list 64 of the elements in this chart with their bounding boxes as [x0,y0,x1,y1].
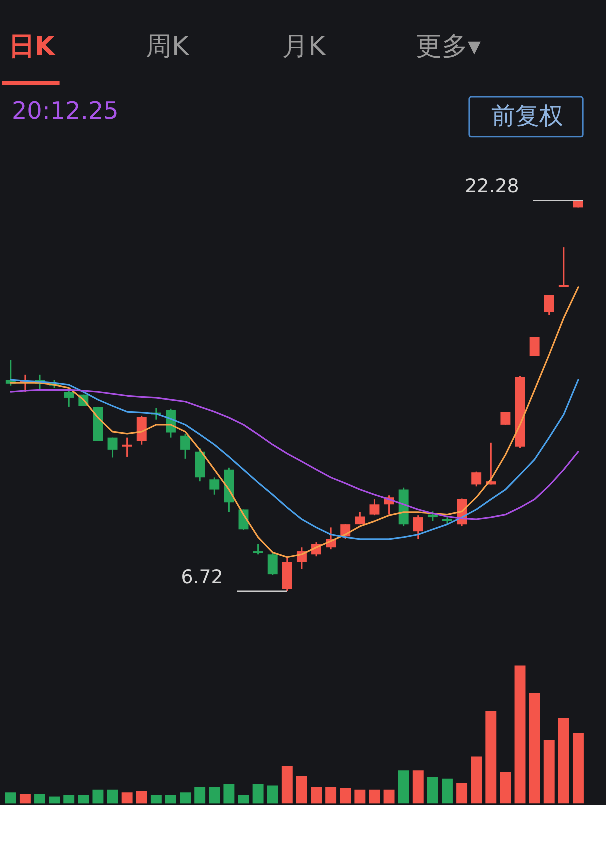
candlestick [268,552,278,576]
candlestick [210,476,220,496]
bar [572,733,584,804]
bar [150,795,162,804]
bar [267,786,278,804]
bar [558,718,570,804]
bar [471,756,482,804]
bar [78,795,90,804]
bar [311,787,322,804]
bar [209,787,220,804]
bar [514,666,526,804]
candlestick [180,433,191,460]
candlestick [558,246,569,288]
bar [64,795,75,804]
candlestick [64,389,74,408]
bar [529,693,540,804]
bar [296,776,308,804]
bar [500,772,512,804]
candlestick [530,336,540,357]
bar [369,790,380,804]
bar [136,791,148,804]
bar [282,766,293,804]
bar [427,777,438,804]
bar [49,796,60,804]
candlestick [370,498,380,516]
bar [180,792,192,804]
bar [92,790,104,804]
bar [412,770,424,804]
candlestick [122,437,132,458]
bar [194,787,206,804]
text: 更多▾ [416,32,482,62]
bar [384,790,395,804]
bar [107,790,118,804]
bar [122,792,133,804]
bar [442,778,453,804]
candlestick [544,294,554,316]
bar [252,784,264,804]
bar [224,784,235,804]
text: 日K [8,32,56,62]
bar [456,782,468,804]
candlestick [136,415,147,446]
candlestick [500,411,511,426]
text: 月K [282,32,326,62]
bar [326,787,337,804]
annotation: 6.72 [181,566,224,588]
bar [486,711,497,804]
candlestick [253,544,264,556]
bar [354,790,366,804]
text: 前复权 [491,102,564,130]
text: 20:12.25 [12,96,119,125]
candlestick [108,437,118,459]
text: 周K [146,32,190,62]
candlestick [355,512,366,526]
bar [166,795,176,804]
bar [340,788,352,804]
bar [20,794,31,804]
bar [5,792,16,804]
candlestick [472,471,482,488]
candlestick [413,514,424,540]
bar [238,795,250,804]
bar [544,740,555,804]
bar [398,770,410,804]
text: 22.28 [465,176,520,198]
bar [34,794,46,804]
